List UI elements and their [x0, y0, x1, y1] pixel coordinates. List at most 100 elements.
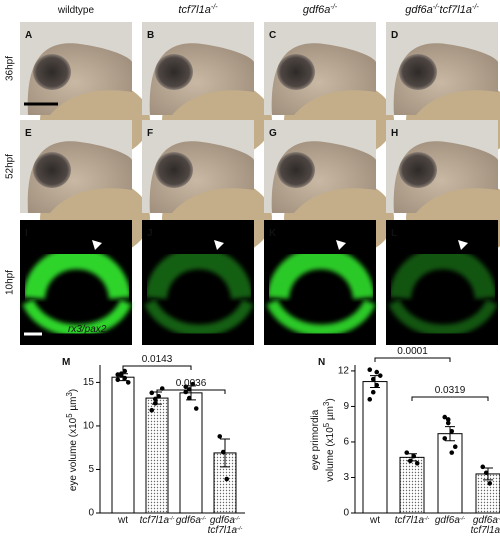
bar — [475, 473, 500, 514]
text-part: ) — [68, 389, 79, 392]
text-part: gdf6a — [405, 4, 433, 16]
column-header: tcf7l1a-/- — [178, 3, 218, 16]
eye — [155, 152, 193, 188]
data-point — [186, 387, 192, 392]
data-point — [449, 450, 455, 455]
panel-letter: F — [147, 128, 153, 139]
superscript: -/- — [211, 3, 218, 11]
y-tick-label: 15 — [83, 377, 95, 388]
data-point — [115, 372, 121, 377]
image-panel — [20, 220, 132, 345]
data-point — [367, 397, 373, 402]
panel-letter: A — [25, 30, 32, 41]
panel-letter: J — [147, 228, 153, 239]
stain-crescent — [144, 299, 254, 337]
text-part: tcf7l1a — [208, 525, 238, 536]
x-tick-label: wt — [369, 515, 380, 526]
bar — [145, 397, 169, 514]
text-part: wildtype — [57, 5, 95, 16]
y-tick-label: 9 — [343, 401, 349, 412]
superscript: -/- — [169, 516, 174, 522]
arrowhead — [214, 240, 224, 250]
stain-crescent — [22, 299, 132, 337]
bar — [437, 433, 463, 514]
data-point — [480, 464, 486, 470]
row-label: 36hpf — [5, 56, 16, 81]
data-point — [149, 407, 155, 413]
data-point — [404, 450, 410, 455]
superscript: -/- — [201, 516, 206, 522]
significance-bracket — [156, 389, 226, 394]
text-part: wt — [117, 515, 128, 526]
text-part: gdf6a — [435, 515, 460, 526]
stain-dome — [389, 247, 497, 301]
panel-letter: G — [269, 128, 277, 139]
data-point — [445, 420, 451, 426]
arrowhead — [458, 240, 468, 250]
stain-label: rx3/pax2 — [68, 324, 107, 335]
data-point — [407, 458, 413, 464]
text-part: tcf7l1a — [395, 515, 425, 526]
significance-bracket — [122, 365, 192, 370]
data-point — [186, 395, 192, 401]
superscript: 5 — [322, 422, 331, 427]
text-part: tcf7l1a — [440, 4, 472, 16]
bar — [111, 376, 135, 514]
data-point — [445, 417, 451, 422]
x-tick-label: tcf7l1a-/- — [140, 515, 175, 526]
panel-letter: D — [391, 30, 398, 41]
stain-dome — [23, 247, 131, 301]
x-tick-label: gdf6a-/- — [435, 515, 465, 526]
data-point — [442, 414, 448, 420]
data-point — [374, 382, 380, 388]
superscript: -/- — [472, 3, 479, 11]
data-point — [193, 406, 199, 411]
data-point — [374, 369, 380, 375]
image-panel — [142, 220, 254, 345]
text-part: tcf7l1a — [178, 4, 210, 16]
stain-crescent — [266, 299, 376, 337]
y-tick-label: 6 — [343, 437, 349, 448]
p-value: 0.0143 — [142, 354, 173, 365]
x-tick-label: gdf6a-/- — [473, 515, 500, 526]
superscript: -/- — [498, 516, 500, 522]
bar — [179, 392, 203, 514]
panel-letter: E — [25, 128, 32, 139]
p-value: 0.0319 — [435, 385, 466, 396]
x-tick-label: wt — [117, 515, 128, 526]
text-part: volume (x10 — [325, 427, 336, 482]
panel-letter: C — [269, 30, 276, 41]
error-bar — [445, 426, 455, 442]
data-point — [152, 396, 158, 402]
superscript: 3 — [65, 392, 74, 396]
panel-letter: K — [269, 228, 277, 239]
bar — [399, 456, 425, 514]
data-point — [370, 389, 376, 395]
data-point — [156, 394, 162, 399]
text-part: µm — [68, 397, 79, 414]
text-part: gdf6a — [210, 515, 235, 526]
data-point — [377, 373, 383, 378]
text-part: eye primordia — [310, 409, 321, 470]
text-part: gdf6a — [176, 515, 201, 526]
data-point — [217, 434, 223, 439]
y-tick-label: 3 — [343, 472, 349, 483]
eye — [399, 54, 437, 90]
superscript: 3 — [322, 402, 331, 406]
x-tick-label: gdf6a-/- — [210, 515, 240, 526]
x-tick-label: gdf6a-/- — [176, 515, 206, 526]
column-header: gdf6a-/- — [303, 3, 338, 16]
data-point — [224, 476, 230, 482]
superscript: -/- — [424, 516, 429, 522]
data-point — [487, 481, 493, 486]
text-part: wt — [369, 515, 380, 526]
data-point — [152, 401, 158, 406]
data-point — [414, 460, 420, 466]
text-part: eye volume (x10 — [68, 417, 79, 491]
eye — [155, 54, 193, 90]
data-point — [452, 444, 458, 449]
data-point — [190, 381, 196, 387]
eye — [33, 54, 71, 90]
image-panel — [386, 220, 498, 345]
row-label: 52hpf — [5, 154, 16, 179]
